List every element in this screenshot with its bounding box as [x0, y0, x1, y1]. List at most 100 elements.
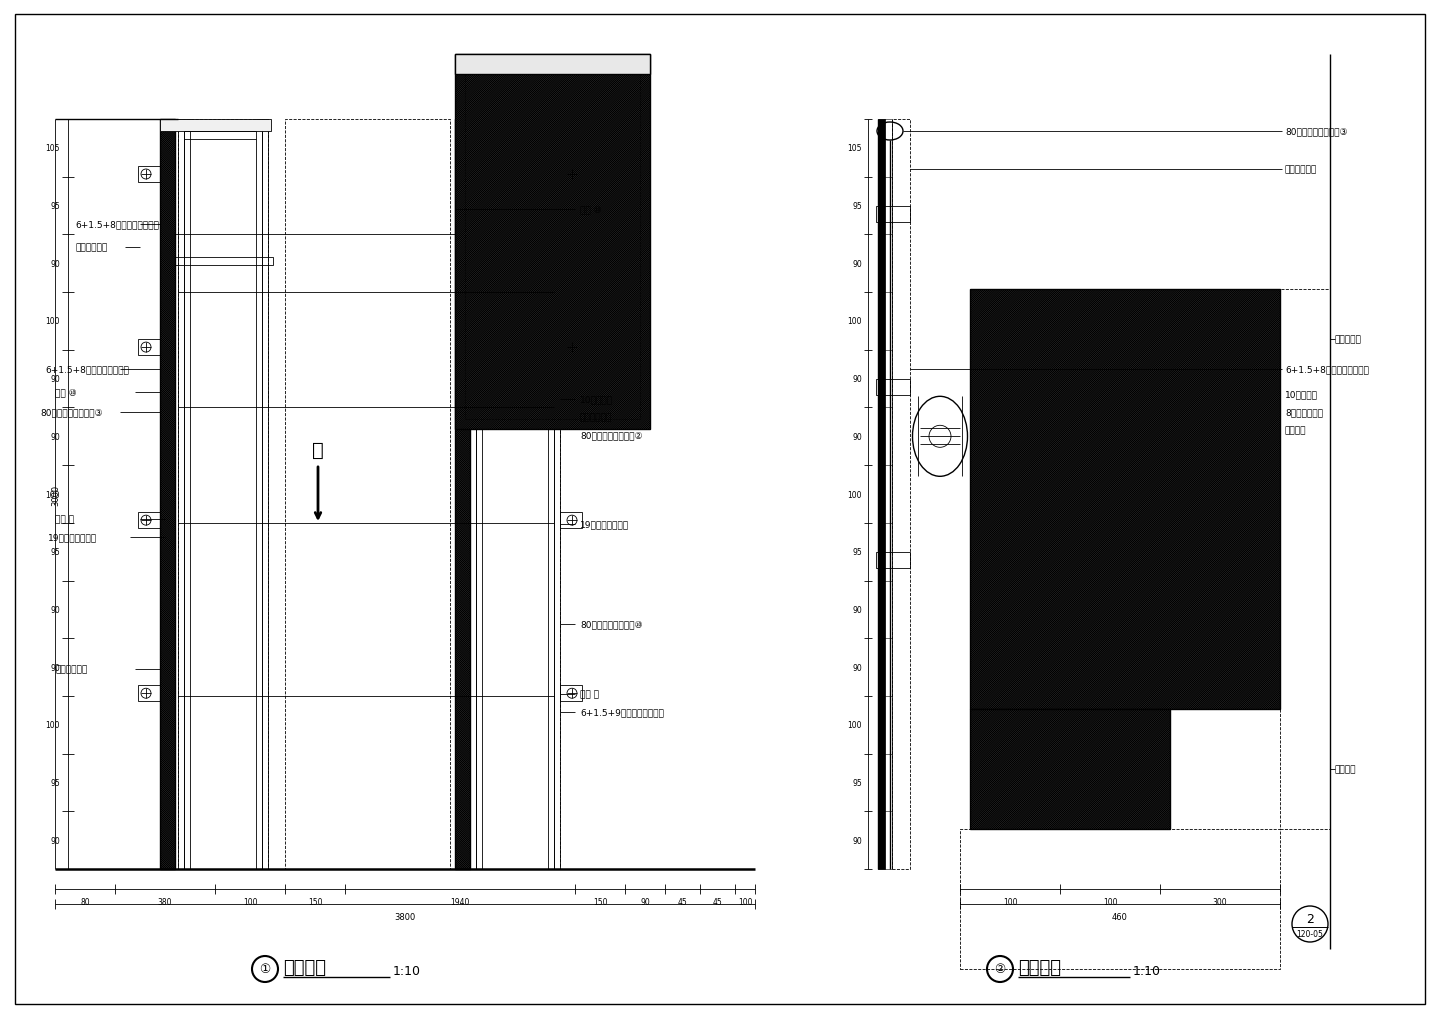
Bar [160, 120, 176, 869]
Text: 19厘钢化透明玻璃: 19厘钢化透明玻璃 [48, 533, 96, 542]
Text: 不锈钢玻璃爪: 不锈钢玻璃爪 [75, 244, 107, 253]
Text: 150: 150 [308, 897, 323, 906]
Text: 95: 95 [50, 202, 60, 211]
Bar [1280, 289, 1331, 829]
Text: 95: 95 [50, 779, 60, 788]
Text: 90: 90 [50, 375, 60, 384]
Text: 120-05: 120-05 [1296, 929, 1323, 938]
Bar [554, 120, 560, 869]
Text: 6+1.5+8钢化夹透明胶玻璃: 6+1.5+8钢化夹透明胶玻璃 [45, 365, 128, 374]
Text: 80宽椭圆不锈钢扶手③: 80宽椭圆不锈钢扶手③ [1284, 127, 1348, 137]
Bar [876, 552, 910, 569]
Bar [160, 120, 271, 131]
Text: 90: 90 [50, 663, 60, 672]
Text: 100: 100 [46, 720, 60, 730]
Bar [469, 120, 560, 869]
Bar [465, 65, 639, 420]
Text: 90: 90 [852, 663, 863, 672]
Text: 不锈钢玻璃爪: 不锈钢玻璃爪 [1284, 165, 1318, 174]
Text: 95: 95 [50, 547, 60, 556]
Text: 90: 90 [50, 432, 60, 441]
Text: 90: 90 [852, 375, 863, 384]
Bar [262, 120, 268, 869]
Text: 3000: 3000 [52, 484, 60, 505]
Bar [455, 55, 649, 75]
Bar [184, 120, 190, 869]
Text: 6+1.5+9钢化夹透明胶玻璃: 6+1.5+9钢化夹透明胶玻璃 [580, 708, 664, 716]
Bar [179, 120, 268, 869]
Text: 95: 95 [852, 547, 863, 556]
Bar [960, 829, 1280, 969]
Bar [876, 207, 910, 223]
Text: 1:10: 1:10 [1133, 965, 1161, 977]
Bar [455, 120, 469, 869]
Bar [138, 513, 160, 529]
Text: 10厚砂钢板: 10厚砂钢板 [1284, 390, 1318, 399]
Text: 装饰完成面: 装饰完成面 [1335, 335, 1362, 344]
Text: 105: 105 [46, 145, 60, 153]
Text: 19厘钢化透明玻璃: 19厘钢化透明玻璃 [580, 520, 629, 529]
Text: 100: 100 [1002, 897, 1017, 906]
Text: 不锈钢玻璃爪: 不锈钢玻璃爪 [580, 413, 612, 422]
Text: 45: 45 [713, 897, 723, 906]
Bar [469, 120, 477, 869]
Bar [176, 257, 274, 265]
Bar [179, 120, 184, 869]
Text: 300: 300 [1212, 897, 1227, 906]
Bar [560, 686, 582, 701]
Text: 90: 90 [50, 260, 60, 268]
Text: 下: 下 [312, 440, 324, 459]
Bar [560, 167, 582, 182]
Text: 460: 460 [1112, 912, 1128, 921]
Bar [455, 120, 469, 869]
Text: 90: 90 [641, 897, 649, 906]
Text: 90: 90 [50, 605, 60, 614]
Bar [971, 289, 1280, 709]
Text: 105: 105 [848, 145, 863, 153]
Text: 10厚砂钢板: 10厚砂钢板 [580, 395, 613, 405]
Text: 石材 ⑩: 石材 ⑩ [580, 205, 602, 214]
Text: 95: 95 [852, 779, 863, 788]
Text: 90: 90 [852, 432, 863, 441]
Text: 80宽椭圆不锈钢扶手②: 80宽椭圆不锈钢扶手② [580, 431, 642, 440]
Text: 石材 ⑩: 石材 ⑩ [55, 388, 76, 397]
Text: 100: 100 [848, 720, 863, 730]
Bar [256, 120, 262, 869]
Text: 90: 90 [50, 836, 60, 845]
Bar [455, 55, 649, 430]
Bar [285, 120, 451, 869]
Text: 2: 2 [1306, 913, 1313, 925]
Bar [138, 167, 160, 182]
Text: 100: 100 [848, 490, 863, 499]
Text: 剖面大样: 剖面大样 [1018, 958, 1061, 976]
Text: 予埋钢板: 予埋钢板 [1284, 426, 1306, 435]
Text: 100: 100 [243, 897, 258, 906]
Bar [971, 289, 1280, 709]
Bar [160, 120, 176, 869]
Text: 8厚钢板加固焊: 8厚钢板加固焊 [1284, 408, 1323, 417]
Text: 100: 100 [46, 317, 60, 326]
Text: 80宽椭圆不锈钢扶手⑩: 80宽椭圆不锈钢扶手⑩ [580, 620, 642, 629]
Bar [878, 120, 886, 869]
Text: 95: 95 [852, 202, 863, 211]
Bar [455, 55, 649, 430]
Text: 150: 150 [593, 897, 608, 906]
Text: 100: 100 [46, 490, 60, 499]
Text: 不锈钢玻璃爪: 不锈钢玻璃爪 [55, 664, 88, 674]
Bar [891, 120, 910, 869]
Text: 100: 100 [1103, 897, 1117, 906]
Text: ②: ② [995, 963, 1005, 975]
Text: 45: 45 [678, 897, 687, 906]
Bar [549, 120, 554, 869]
Text: 剖面大样: 剖面大样 [284, 958, 325, 976]
Text: 1940: 1940 [451, 897, 469, 906]
Text: 石材 ⑬: 石材 ⑬ [580, 690, 599, 699]
Bar [138, 339, 160, 356]
Text: 3800: 3800 [395, 912, 416, 921]
Text: 100: 100 [737, 897, 752, 906]
Bar [560, 339, 582, 356]
Bar [876, 380, 910, 395]
Text: 6+1.5+8钢化夹透明胶玻璃: 6+1.5+8钢化夹透明胶玻璃 [75, 220, 158, 229]
Bar [971, 709, 1169, 829]
Text: 90: 90 [852, 260, 863, 268]
